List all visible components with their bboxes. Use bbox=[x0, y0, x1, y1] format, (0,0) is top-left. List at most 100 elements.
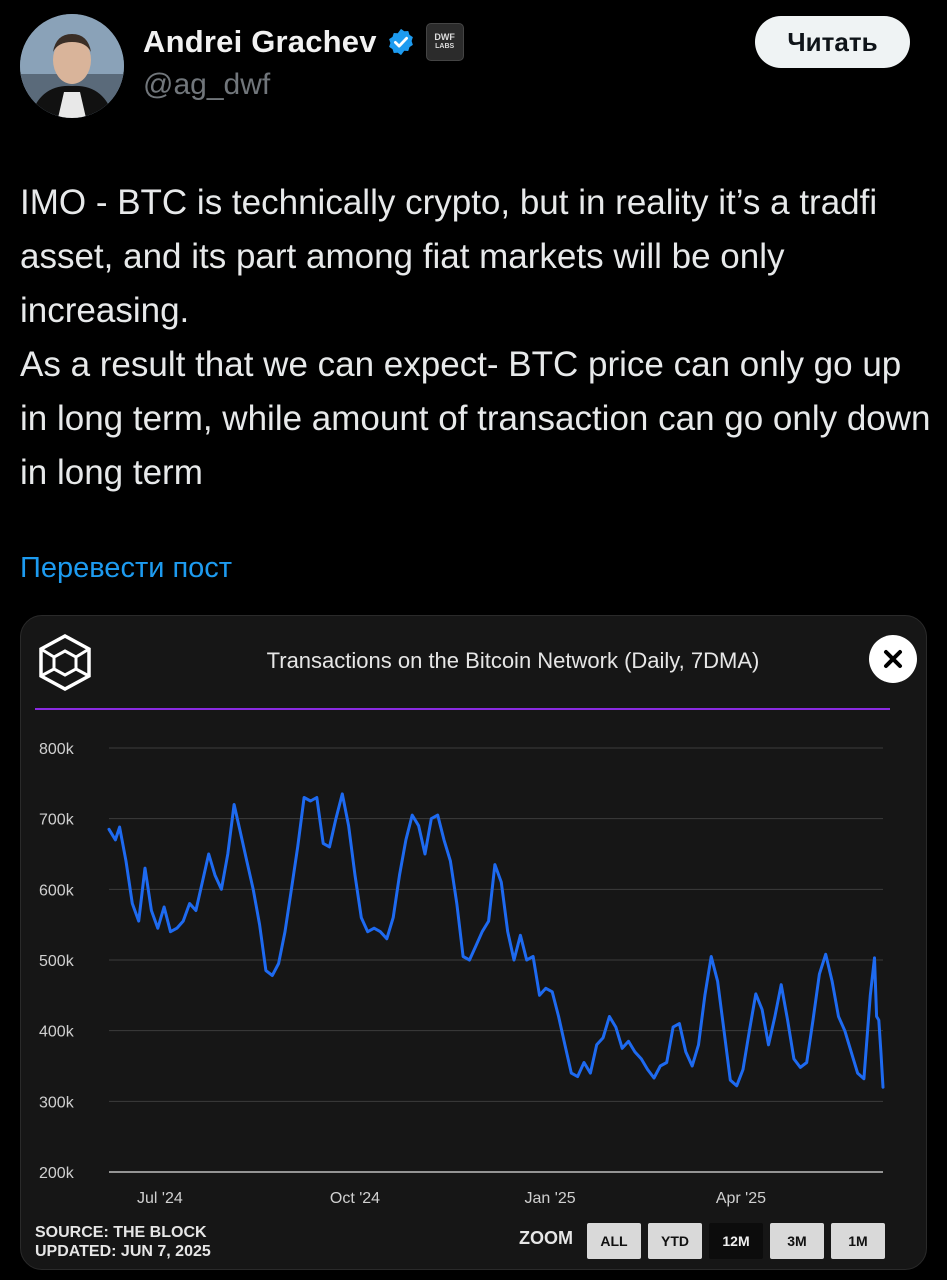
data-point bbox=[150, 909, 153, 912]
y-tick-labels: 200k 300k 400k 500k 600k 700k 800k bbox=[39, 741, 75, 1182]
data-point bbox=[723, 1029, 725, 1032]
y-tick-label: 500k bbox=[39, 953, 75, 970]
zoom-all-button[interactable]: ALL bbox=[587, 1223, 641, 1259]
data-point bbox=[182, 920, 184, 922]
x-tick-label: Jul '24 bbox=[137, 1190, 183, 1207]
zoom-3m-button[interactable]: 3M bbox=[770, 1223, 824, 1259]
data-point bbox=[436, 814, 439, 816]
read-button[interactable]: Читать bbox=[755, 16, 910, 68]
data-point bbox=[831, 980, 833, 982]
data-point bbox=[665, 1061, 668, 1064]
data-point bbox=[576, 1075, 579, 1078]
zoom-1m-button[interactable]: 1M bbox=[831, 1223, 885, 1259]
data-point bbox=[595, 1044, 598, 1046]
data-point bbox=[824, 953, 827, 956]
data-point bbox=[303, 796, 305, 799]
data-point bbox=[417, 824, 420, 827]
data-point bbox=[449, 860, 452, 862]
zoom-label: ZOOM bbox=[519, 1228, 573, 1248]
data-point bbox=[271, 974, 274, 977]
data-point bbox=[398, 874, 401, 876]
data-point bbox=[328, 846, 331, 848]
data-point bbox=[360, 916, 363, 919]
data-point bbox=[309, 800, 312, 802]
author-name[interactable]: Andrei Grachev bbox=[143, 24, 377, 59]
x-tick-labels: Jul '24 Oct '24 Jan '25 Apr '25 bbox=[137, 1190, 766, 1207]
data-point bbox=[557, 1015, 560, 1018]
data-point bbox=[468, 959, 471, 961]
data-point bbox=[878, 1019, 880, 1021]
the-block-logo-icon bbox=[39, 634, 91, 691]
data-point bbox=[513, 959, 515, 961]
data-point bbox=[386, 938, 388, 940]
data-point bbox=[456, 902, 458, 905]
data-point bbox=[729, 1079, 732, 1081]
data-point bbox=[799, 1066, 802, 1069]
data-point bbox=[691, 1065, 693, 1067]
data-point bbox=[506, 930, 509, 933]
data-point bbox=[207, 853, 210, 855]
data-point bbox=[793, 1058, 795, 1060]
data-point bbox=[748, 1029, 751, 1032]
avatar[interactable] bbox=[20, 14, 124, 118]
verified-badge-icon bbox=[388, 28, 413, 56]
data-point bbox=[545, 987, 547, 990]
data-point bbox=[233, 803, 235, 806]
data-point bbox=[277, 962, 280, 965]
data-point bbox=[685, 1051, 687, 1053]
data-point bbox=[659, 1065, 662, 1067]
data-point bbox=[157, 927, 159, 929]
data-point bbox=[570, 1072, 573, 1074]
transactions-chart: Transactions on the Bitcoin Network (Dai… bbox=[35, 634, 890, 1207]
data-point bbox=[780, 983, 782, 986]
data-point bbox=[290, 888, 293, 891]
data-point bbox=[532, 955, 534, 958]
data-point bbox=[627, 1040, 630, 1043]
data-point bbox=[481, 930, 484, 933]
data-point bbox=[621, 1047, 623, 1050]
data-point bbox=[239, 832, 242, 834]
close-button[interactable] bbox=[869, 635, 917, 683]
data-point bbox=[761, 1008, 763, 1011]
x-tick-label: Oct '24 bbox=[330, 1190, 380, 1207]
y-tick-label: 600k bbox=[39, 882, 75, 899]
data-point bbox=[462, 955, 464, 958]
chart-image-card[interactable]: Transactions on the Bitcoin Network (Dai… bbox=[20, 615, 927, 1270]
data-point bbox=[188, 902, 191, 905]
data-point bbox=[856, 1072, 859, 1074]
data-point bbox=[379, 930, 382, 933]
data-point bbox=[704, 994, 706, 997]
data-point bbox=[252, 888, 254, 891]
data-point bbox=[774, 1015, 776, 1018]
series-points bbox=[108, 793, 884, 1088]
data-point bbox=[125, 860, 127, 862]
zoom-12m-button[interactable]: 12M bbox=[709, 1223, 763, 1259]
tweet-header: Andrei Grachev DWF LABS @ag_dwf Читать bbox=[0, 0, 947, 130]
data-point bbox=[863, 1077, 865, 1080]
series-line-transactions bbox=[107, 792, 885, 1089]
data-point bbox=[672, 1026, 674, 1028]
data-point bbox=[742, 1068, 744, 1071]
data-point bbox=[227, 853, 229, 855]
data-point bbox=[163, 906, 165, 908]
translate-post-link[interactable]: Перевести пост bbox=[20, 552, 233, 584]
data-point bbox=[108, 828, 110, 831]
data-point bbox=[296, 846, 299, 848]
y-tick-label: 400k bbox=[39, 1024, 75, 1041]
data-point bbox=[487, 920, 490, 922]
data-point bbox=[322, 842, 325, 845]
data-point bbox=[424, 853, 426, 855]
updated-line: UPDATED: JUN 7, 2025 bbox=[35, 1243, 211, 1260]
author-handle[interactable]: @ag_dwf bbox=[143, 68, 271, 101]
data-point bbox=[335, 817, 337, 820]
data-point bbox=[176, 927, 178, 929]
x-tick-label: Apr '25 bbox=[716, 1190, 766, 1207]
data-point bbox=[169, 930, 172, 933]
source-line: SOURCE: THE BLOCK bbox=[35, 1224, 207, 1241]
data-point bbox=[634, 1051, 636, 1053]
y-tick-label: 700k bbox=[39, 812, 75, 829]
data-point bbox=[602, 1036, 604, 1039]
zoom-ytd-button[interactable]: YTD bbox=[648, 1223, 702, 1259]
data-point bbox=[392, 916, 395, 919]
data-point bbox=[564, 1044, 566, 1046]
